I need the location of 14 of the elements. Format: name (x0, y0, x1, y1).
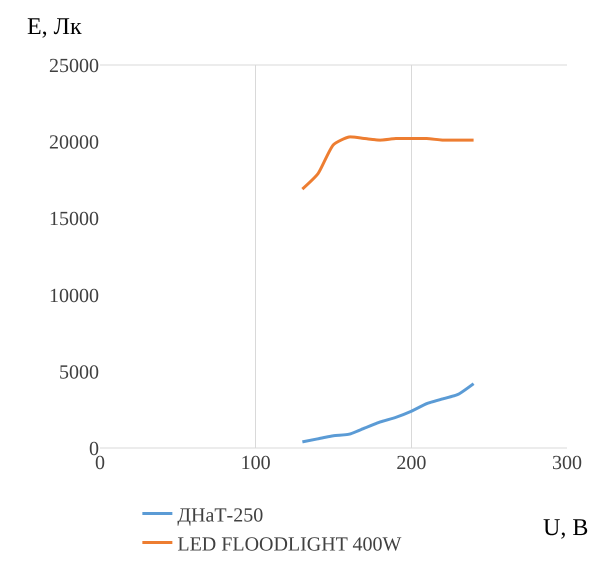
y-tick-label: 25000 (49, 55, 99, 77)
legend-label: LED FLOODLIGHT 400W (177, 533, 402, 556)
line-series (300, 135, 476, 191)
y-axis-title: E, Лк (27, 14, 82, 40)
line-series (300, 382, 476, 444)
y-tick-label: 5000 (59, 361, 99, 384)
y-tick-label: 15000 (49, 208, 99, 230)
legend-label: ДНаТ-250 (177, 504, 264, 526)
x-tick-label: 100 (240, 452, 271, 474)
x-axis-title: U, B (543, 515, 588, 541)
x-tick-label: 300 (552, 452, 582, 474)
y-tick-label: 20000 (49, 132, 99, 154)
x-tick-label: 200 (396, 452, 426, 474)
y-tick-label: 10000 (49, 284, 99, 307)
